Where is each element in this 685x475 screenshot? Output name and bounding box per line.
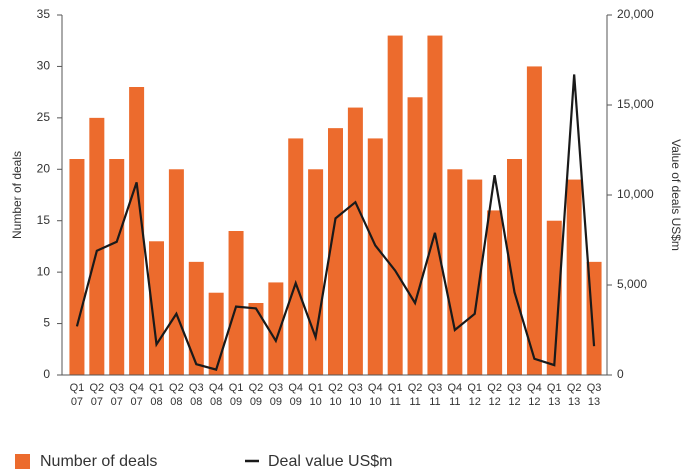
y-tick-label: 5 [43,316,50,330]
x-tick-label: Q4 10 [367,382,383,408]
bar [109,159,125,375]
x-tick-label: Q4 12 [527,382,542,408]
bar [208,292,224,375]
x-tick-label: Q1 11 [387,382,403,408]
y2-tick-label: 5,000 [617,277,647,291]
x-tick-label: Q3 12 [507,382,522,408]
y-tick-label: 20 [37,161,51,175]
y-tick-label: 10 [37,264,51,278]
y2-tick-label: 10,000 [617,187,654,201]
x-tick-label: Q3 08 [188,382,204,408]
bar [188,261,204,375]
bar [447,169,463,375]
bar [129,87,145,375]
y2-axis-label: Value of deals US$m [669,139,683,251]
x-tick-label: Q2 07 [89,382,105,408]
bar [149,241,164,375]
x-tick-label: Q3 09 [268,382,284,408]
x-tick-label: Q2 11 [407,382,423,408]
y2-tick-label: 20,000 [617,7,654,21]
y-tick-label: 0 [43,367,50,381]
bar [248,303,264,375]
x-tick-label: Q2 10 [328,382,343,408]
y-tick-label: 25 [37,110,51,124]
bar [407,97,423,376]
x-tick-label: Q1 08 [149,382,164,408]
bar [507,159,522,375]
bar [487,210,503,375]
x-tick-label: Q2 13 [566,382,582,408]
x-tick-label: Q1 13 [546,382,562,408]
legend-label: Deal value US$m [268,453,393,470]
x-tick-label: Q2 12 [487,382,502,408]
x-tick-label: Q2 08 [169,382,184,408]
bar [387,35,403,375]
x-tick-label: Q4 11 [447,382,463,408]
x-tick-label: Q3 13 [586,382,602,408]
bar [347,107,363,376]
y2-tick-label: 0 [617,367,624,381]
bar [308,169,324,375]
x-tick-label: Q4 09 [288,382,304,408]
bar [69,159,85,375]
x-tick-label: Q1 07 [69,382,85,408]
y2-tick-label: 15,000 [617,97,654,111]
legend-label: Number of deals [40,453,157,470]
bar [268,282,284,375]
y-tick-label: 15 [37,213,51,227]
bar [367,138,383,375]
y-tick-label: 35 [37,7,51,21]
x-tick-label: Q2 09 [248,382,264,408]
legend-swatch [15,454,30,469]
x-tick-label: Q1 09 [228,382,244,408]
bar [467,179,483,375]
x-tick-label: Q3 10 [348,382,363,408]
x-tick-label: Q3 11 [427,382,443,408]
bar [328,128,343,375]
y-axis-label: Number of deals [10,151,24,239]
x-tick-label: Q1 12 [467,382,483,408]
y-tick-label: 30 [37,59,51,73]
x-tick-label: Q1 10 [308,382,323,408]
bar [288,138,304,375]
x-tick-label: Q4 07 [129,382,144,408]
bar [89,117,105,375]
bar [566,179,582,375]
x-tick-label: Q3 07 [109,382,125,408]
bar [228,231,244,375]
bar [168,169,184,375]
line [75,74,596,371]
bar [427,35,443,375]
bar [546,220,562,375]
bar [526,66,542,375]
x-tick-label: Q4 08 [208,382,224,408]
